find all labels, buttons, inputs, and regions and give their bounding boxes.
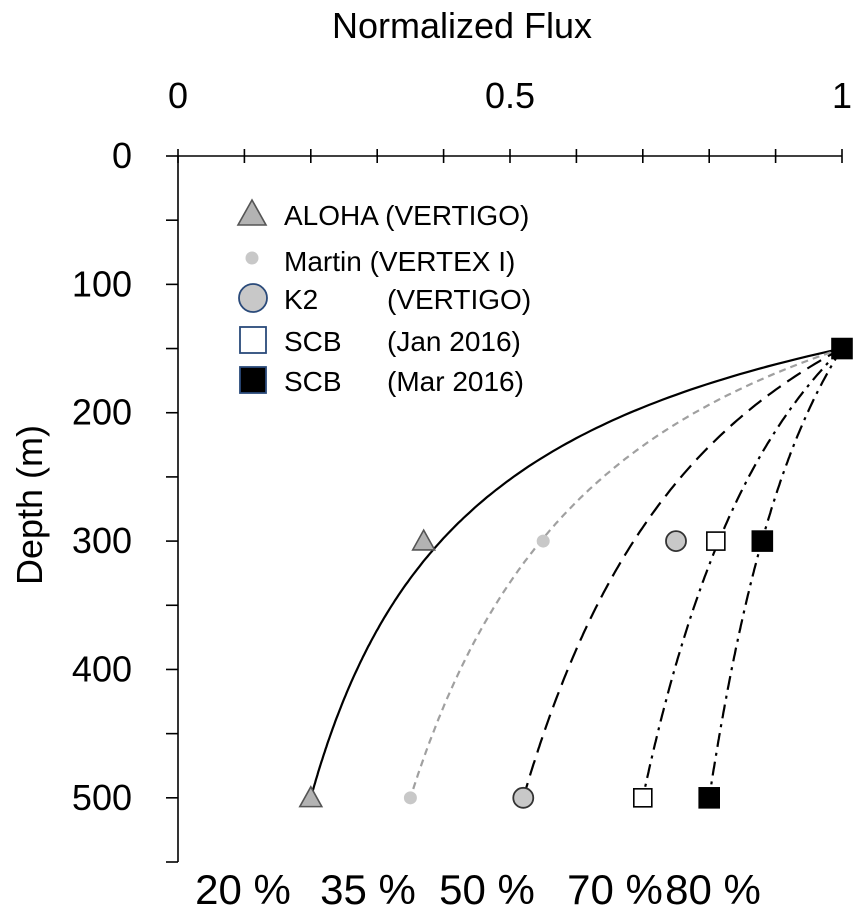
data-point-marker bbox=[706, 531, 726, 551]
data-point-marker bbox=[698, 787, 721, 809]
data-point-marker bbox=[665, 530, 687, 552]
percent-labels: 20 % 35 % 50 % 70 % 80 % bbox=[195, 866, 761, 913]
y-tick-label: 0 bbox=[112, 135, 132, 176]
legend-marker bbox=[245, 251, 259, 265]
legend-detail-label: (Jan 2016) bbox=[387, 326, 521, 357]
legend-site-label: Martin (VERTEX I) bbox=[284, 246, 515, 277]
y-axis-ticks: 0 100 200 300 400 500 bbox=[72, 135, 178, 863]
legend-marker bbox=[239, 326, 267, 354]
series-curve bbox=[641, 347, 843, 799]
transfer-efficiency-label: 20 % bbox=[195, 866, 291, 913]
legend: ALOHA (VERTIGO) Martin (VERTEX I) K2 (VERTI… bbox=[236, 198, 531, 397]
y-axis-title: Depth (m) bbox=[9, 425, 50, 585]
x-tick-label: 0.5 bbox=[485, 75, 535, 116]
data-point-marker bbox=[298, 785, 324, 808]
legend-marker bbox=[239, 366, 267, 394]
data-markers bbox=[298, 337, 853, 809]
transfer-efficiency-label: 80 % bbox=[665, 866, 761, 913]
legend-detail-label: (Mar 2016) bbox=[387, 366, 524, 397]
y-tick-label: 200 bbox=[72, 392, 132, 433]
fit-curves bbox=[309, 347, 843, 799]
data-point-marker bbox=[411, 528, 437, 551]
x-axis-ticks: 0 0.5 1 bbox=[168, 75, 852, 163]
series-curve bbox=[522, 347, 843, 799]
data-point-marker bbox=[512, 786, 535, 809]
y-tick-label: 300 bbox=[72, 520, 132, 561]
legend-marker bbox=[238, 283, 268, 313]
data-point-marker bbox=[751, 530, 774, 552]
data-point-marker bbox=[632, 788, 653, 808]
legend-site-label: SCB bbox=[284, 366, 342, 397]
x-tick-label: 1 bbox=[832, 75, 852, 116]
series-curve bbox=[309, 347, 843, 799]
legend-site-label: K2 bbox=[284, 284, 318, 315]
data-point-marker bbox=[403, 791, 417, 805]
transfer-efficiency-label: 35 % bbox=[320, 866, 416, 913]
x-tick-label: 0 bbox=[168, 75, 188, 116]
y-tick-label: 400 bbox=[72, 648, 132, 689]
transfer-efficiency-label: 50 % bbox=[439, 866, 535, 913]
legend-site-label: SCB bbox=[284, 326, 342, 357]
x-axis-title: Normalized Flux bbox=[332, 5, 592, 46]
legend-marker bbox=[236, 198, 268, 226]
transfer-efficiency-label: 70 % bbox=[567, 866, 663, 913]
y-tick-label: 100 bbox=[72, 263, 132, 304]
legend-site-label: ALOHA (VERTIGO) bbox=[284, 200, 529, 231]
series-curve bbox=[708, 347, 843, 798]
data-point-marker bbox=[536, 534, 550, 548]
data-point-marker bbox=[831, 337, 853, 360]
series-curve bbox=[409, 347, 843, 799]
legend-detail-label: (VERTIGO) bbox=[387, 284, 531, 315]
y-tick-label: 500 bbox=[72, 777, 132, 818]
